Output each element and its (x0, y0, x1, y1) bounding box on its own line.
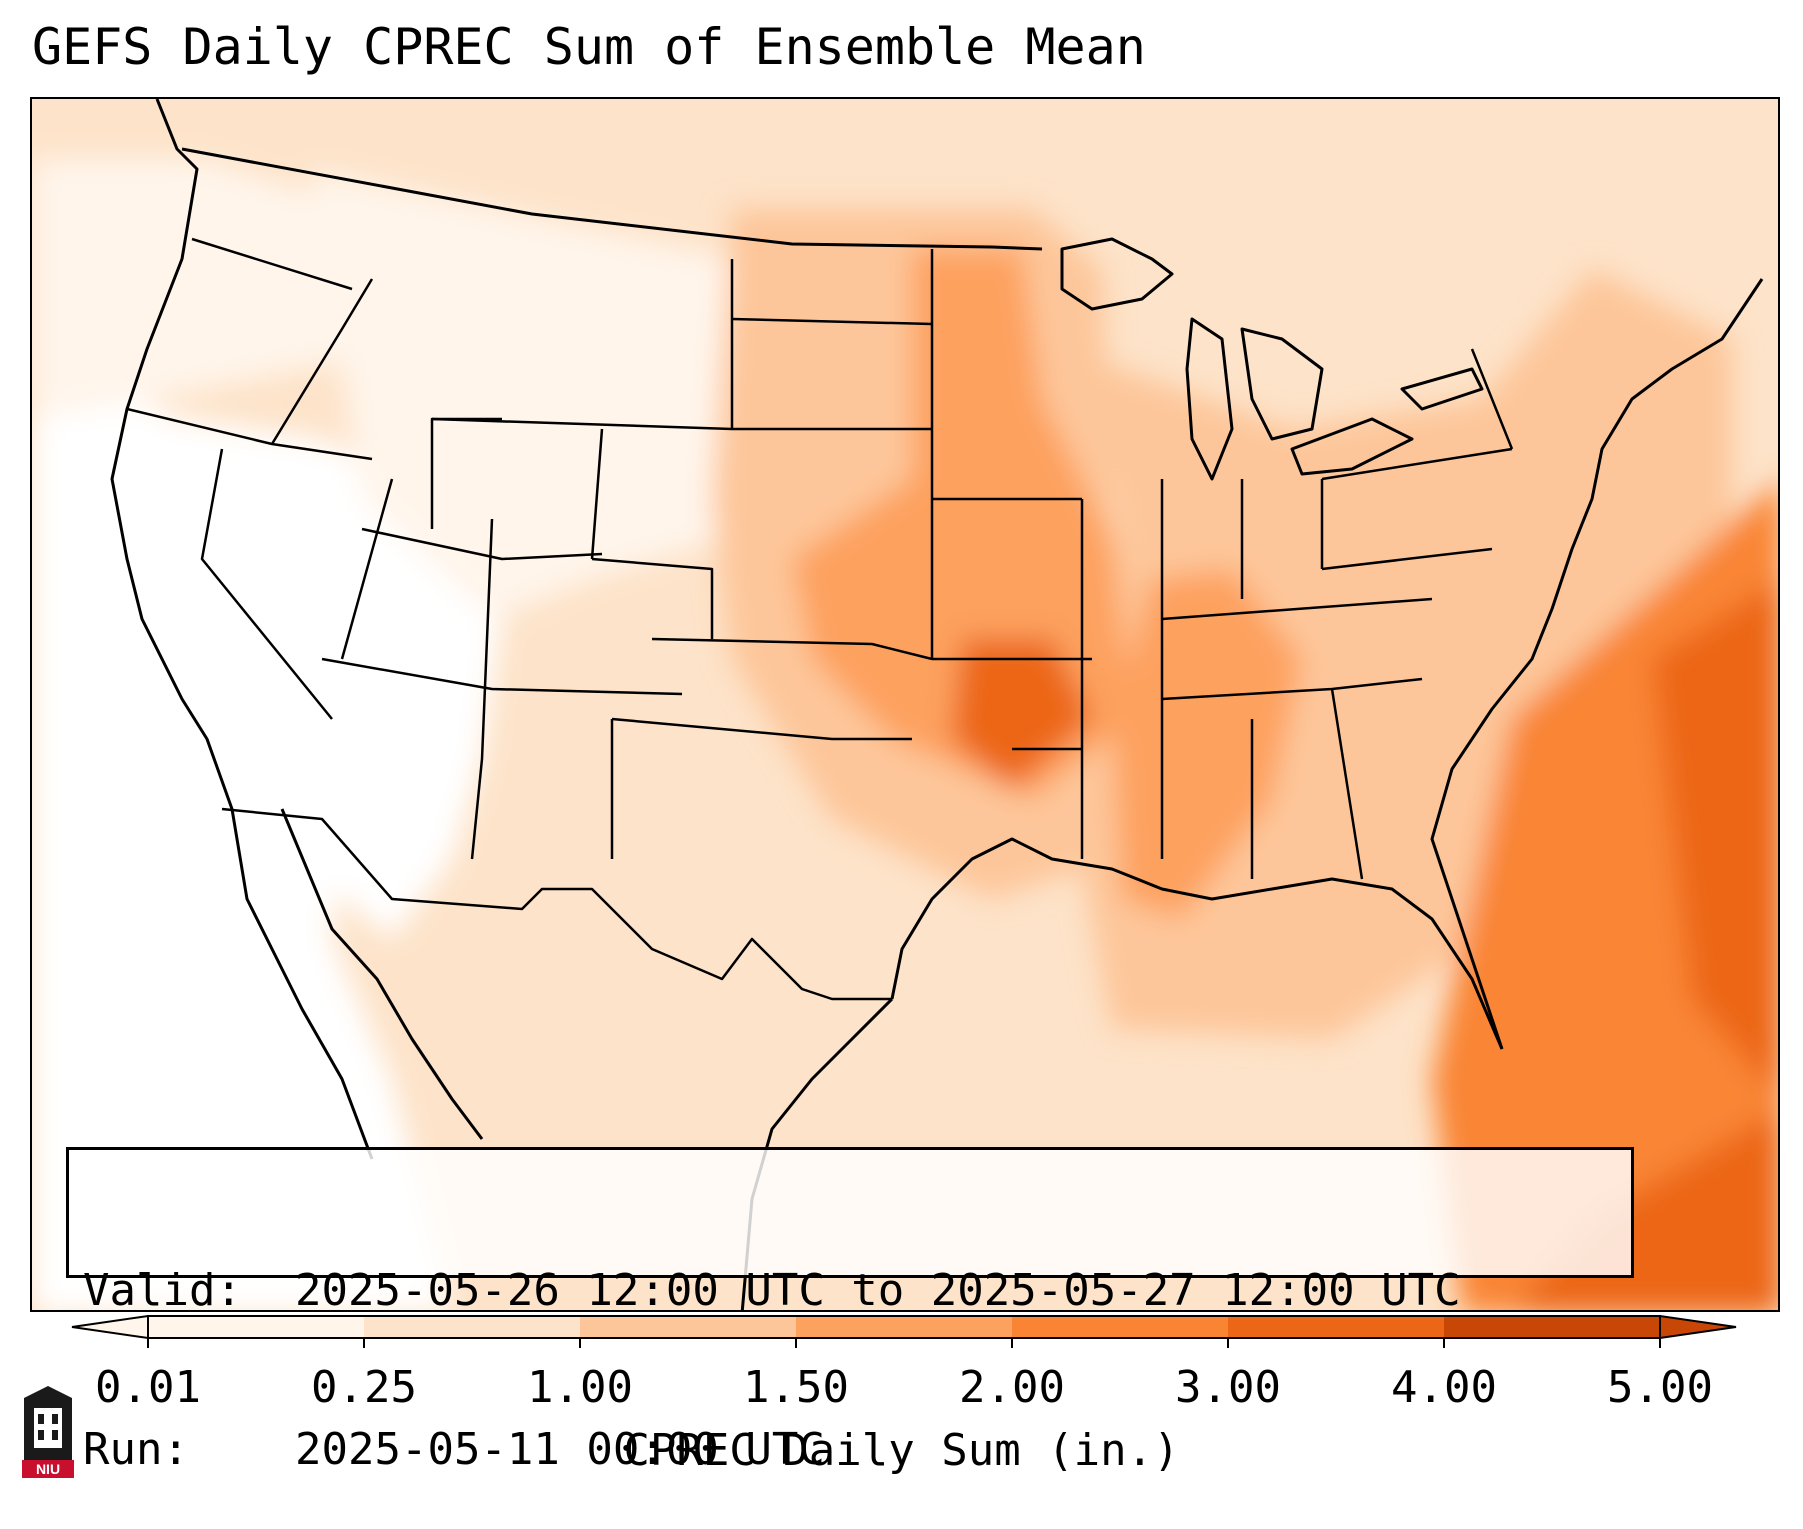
colorbar-segment (1444, 1316, 1660, 1338)
lake-ontario (1400, 367, 1484, 411)
gulf-coastline (890, 837, 1504, 1050)
info-box: Valid: 2025-05-26 12:00 UTC to 2025-05-27… (66, 1147, 1634, 1475)
precipitation-map (30, 97, 1780, 1312)
nd-sd-border (731, 317, 933, 326)
tx-ok-border (611, 717, 912, 741)
colorbar-segment (1228, 1316, 1444, 1338)
map-boundaries (110, 99, 1764, 1310)
pacific-coastline (110, 99, 374, 1160)
colorbar-label: CPREC Daily Sum (in.) (623, 1425, 1180, 1476)
lake-superior (1060, 237, 1174, 311)
niu-logo-icon: NIU (22, 1386, 74, 1478)
colorbar-segment (1012, 1316, 1228, 1338)
map-canvas (32, 99, 1778, 1310)
colorbar-ticks (147, 1338, 1661, 1348)
valid-value: 2025-05-26 12:00 UTC to 2025-05-27 12:00… (295, 1265, 1461, 1316)
lake-huron (1240, 327, 1324, 441)
colorbar-tick-label: 0.01 (95, 1362, 201, 1413)
nv-ut-az-line (361, 527, 603, 561)
precip-field (32, 159, 1778, 1310)
ut-co-az-nm-border (470, 518, 494, 860)
lake-michigan (1185, 317, 1234, 481)
colorbar-tick-label: 5.00 (1607, 1362, 1713, 1413)
colorbar-tick-label: 1.50 (743, 1362, 849, 1413)
colorbar-segment (796, 1316, 1012, 1338)
wy-ne-border (590, 428, 604, 560)
colorbar (71, 1314, 1737, 1348)
mt-wy-border (431, 417, 733, 431)
niu-logo-text: NIU (36, 1461, 60, 1477)
nv-ut-border (340, 478, 394, 660)
ks-ok-border (651, 637, 933, 661)
colorbar-tick-label: 2.00 (959, 1362, 1065, 1413)
vt-nh-border (1470, 348, 1514, 450)
tn-ky-line (1161, 597, 1433, 621)
colorbar-tick-label: 1.00 (527, 1362, 633, 1413)
precip-zone-atlantic-max (1652, 581, 1778, 1095)
gulf-of-california-coast (280, 808, 484, 1140)
run-label: Run: (83, 1424, 189, 1475)
ga-al-border (1330, 688, 1364, 880)
colorbar-segment (364, 1316, 580, 1338)
colorbar-segment (580, 1316, 796, 1338)
canada-border (181, 147, 1043, 251)
precip-zone-dry-southwest (122, 409, 502, 939)
precip-zone-missouri-max (952, 639, 1092, 789)
colorbar-extend-min (71, 1314, 149, 1340)
colorbar-outline (147, 1315, 1661, 1339)
colorbar-tick-label: 4.00 (1391, 1362, 1497, 1413)
lake-erie (1290, 417, 1414, 476)
pa-md-border (1321, 547, 1493, 571)
precip-zone-light-interior (312, 169, 732, 619)
ca-nv-border (200, 448, 333, 720)
id-border (270, 278, 374, 445)
four-corners-line (321, 657, 683, 696)
valid-label: Valid: (83, 1265, 242, 1316)
co-ks-border (591, 557, 714, 639)
precip-zone-light-northwest (32, 159, 362, 419)
colorbar-extend-max (1659, 1314, 1737, 1340)
run-value: 2025-05-11 00:00 UTC (295, 1424, 825, 1475)
mexico-border (221, 807, 892, 1001)
atlantic-coastline (1430, 278, 1764, 1050)
pa-ny-border (1321, 447, 1513, 481)
colorbar-tick-label: 0.25 (311, 1362, 417, 1413)
colorbar-segments (71, 1314, 1737, 1340)
colorbar-segment (148, 1316, 364, 1338)
wa-or-border (191, 237, 353, 291)
colorbar-tick-label: 3.00 (1175, 1362, 1281, 1413)
state-borders (126, 237, 1514, 1001)
map-title: GEFS Daily CPREC Sum of Ensemble Mean (32, 18, 1146, 76)
precip-zone-ohio-valley (1112, 569, 1302, 919)
